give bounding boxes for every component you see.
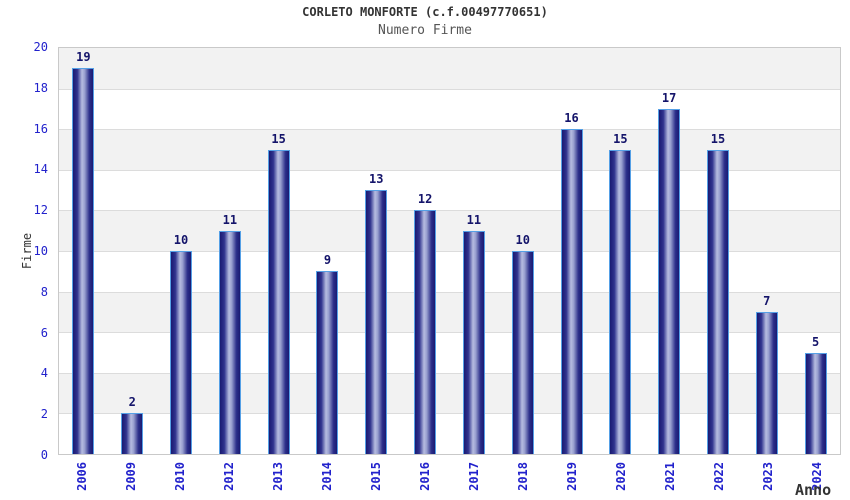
x-tick-label: 2023 xyxy=(760,462,775,491)
x-tick-label: 2017 xyxy=(466,462,481,491)
bar-slot: 12 xyxy=(401,48,450,454)
x-tick-cell: 2013 xyxy=(254,462,303,500)
chart-subtitle: Numero Firme xyxy=(378,23,472,38)
x-tick-cell: 2015 xyxy=(352,462,401,500)
bar-slot: 15 xyxy=(694,48,743,454)
x-tick-cell: 2019 xyxy=(547,462,596,500)
bar-2015 xyxy=(365,190,388,454)
bar-value-label: 7 xyxy=(763,293,771,308)
x-tick-label: 2013 xyxy=(271,462,286,491)
y-tick-label: 4 xyxy=(40,366,48,381)
x-axis-title: Anno xyxy=(795,481,832,499)
bar-2023 xyxy=(755,311,778,454)
bar-value-label: 16 xyxy=(564,111,579,126)
x-tick-cell: 2014 xyxy=(303,462,352,500)
x-tick-cell: 2012 xyxy=(205,462,254,500)
bar-value-label: 10 xyxy=(173,233,189,247)
bar-slot: 13 xyxy=(352,48,401,454)
bar-value-label: 10 xyxy=(515,233,530,247)
bar-slot: 9 xyxy=(303,48,352,454)
bar-2018 xyxy=(511,251,534,454)
x-tick-label: 2016 xyxy=(418,462,433,491)
y-tick-label: 6 xyxy=(40,325,48,340)
bar-2009 xyxy=(121,413,144,454)
x-tick-label: 2022 xyxy=(711,462,726,491)
y-tick-label: 2 xyxy=(40,407,48,422)
x-tick-label: 2015 xyxy=(369,462,384,491)
bars-container: 19 2 10 11 15 9 13 12 11 10 16 15 17 15 7 5 xyxy=(59,48,840,454)
bar-2012 xyxy=(218,230,241,454)
x-tick-cell: 2010 xyxy=(156,462,205,500)
bar-slot: 2 xyxy=(108,48,157,454)
bar-2014 xyxy=(316,271,339,454)
bar-value-label: 11 xyxy=(222,212,238,227)
x-tick-cell: 2016 xyxy=(401,462,450,500)
bar-2017 xyxy=(462,230,485,454)
bar-slot: 11 xyxy=(450,48,499,454)
bar-value-label: 15 xyxy=(271,131,286,146)
plot-area: 19 2 10 11 15 9 13 12 11 10 16 15 17 15 7 5 xyxy=(58,47,841,455)
bar-2021 xyxy=(658,108,681,454)
y-tick-label: 14 xyxy=(33,162,48,177)
y-tick-label: 0 xyxy=(40,448,48,462)
bar-2010 xyxy=(170,251,193,454)
bar-value-label: 5 xyxy=(811,334,820,349)
x-tick-label: 2009 xyxy=(124,462,139,491)
bar-slot: 19 xyxy=(59,48,108,454)
bar-value-label: 15 xyxy=(710,131,726,146)
bar-value-label: 12 xyxy=(417,192,433,207)
bar-slot: 11 xyxy=(205,48,254,454)
y-tick-label: 12 xyxy=(33,203,48,218)
bar-2006 xyxy=(72,68,95,454)
bar-2020 xyxy=(609,149,632,454)
x-tick-cell: 2018 xyxy=(498,462,547,500)
bar-value-label: 11 xyxy=(466,212,482,227)
bar-2013 xyxy=(267,149,290,454)
bar-2019 xyxy=(560,129,583,454)
x-tick-cell: 2022 xyxy=(694,462,743,500)
bar-slot: 10 xyxy=(498,48,547,454)
bar-2016 xyxy=(414,210,437,454)
bar-slot: 5 xyxy=(791,48,840,454)
x-tick-label: 2018 xyxy=(515,462,530,491)
x-tick-label: 2012 xyxy=(222,462,237,491)
x-axis-ticks: 2006 2009 2010 2012 2013 2014 2015 2016 2017 2018… xyxy=(58,462,841,500)
bar-value-label: 9 xyxy=(323,253,332,268)
bar-slot: 16 xyxy=(547,48,596,454)
x-tick-label: 2014 xyxy=(320,462,335,491)
bar-value-label: 17 xyxy=(661,90,677,105)
bar-2024 xyxy=(804,352,827,454)
y-tick-label: 18 xyxy=(33,80,48,95)
bar-slot: 17 xyxy=(645,48,694,454)
bar-value-label: 13 xyxy=(369,172,384,187)
chart-title: CORLETO MONFORTE (c.f.00497770651) xyxy=(302,5,548,19)
bar-slot: 15 xyxy=(596,48,645,454)
x-tick-label: 2006 xyxy=(75,462,90,491)
bar-value-label: 2 xyxy=(128,395,136,410)
y-tick-label: 20 xyxy=(33,40,48,54)
x-tick-cell: 2017 xyxy=(450,462,499,500)
bar-value-label: 15 xyxy=(613,131,628,146)
x-tick-cell: 2009 xyxy=(107,462,156,500)
bar-slot: 15 xyxy=(254,48,303,454)
bar-slot: 10 xyxy=(157,48,206,454)
x-tick-label: 2010 xyxy=(173,462,188,491)
x-tick-cell: 2020 xyxy=(596,462,645,500)
x-tick-cell: 2006 xyxy=(58,462,107,500)
grid-band xyxy=(59,88,840,130)
bar-slot: 7 xyxy=(742,48,791,454)
y-tick-label: 16 xyxy=(33,121,48,136)
bar-value-label: 19 xyxy=(76,50,91,65)
x-tick-label: 2019 xyxy=(564,462,579,491)
x-tick-label: 2020 xyxy=(613,462,628,491)
grid-band xyxy=(59,48,840,89)
bar-2022 xyxy=(706,149,729,454)
y-axis-ticks: 20 18 16 14 12 10 8 6 4 2 0 xyxy=(8,41,48,461)
x-tick-label: 2021 xyxy=(662,462,677,491)
x-tick-cell: 2023 xyxy=(743,462,792,500)
y-tick-label: 8 xyxy=(40,284,48,299)
x-tick-cell: 2021 xyxy=(645,462,694,500)
y-tick-label: 10 xyxy=(33,244,48,258)
